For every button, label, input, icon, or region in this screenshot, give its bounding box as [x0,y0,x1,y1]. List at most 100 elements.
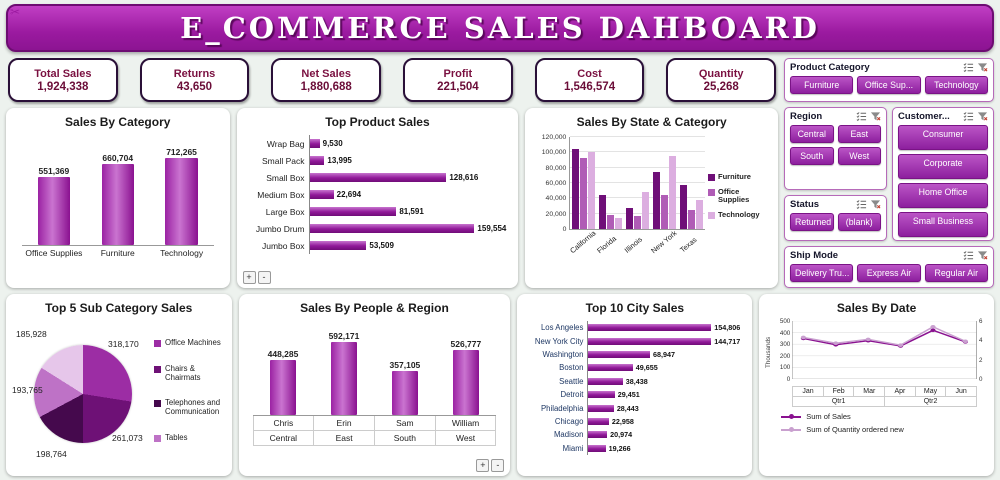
sales-by-date-card: Sales By Date Thousands 0 100 200 300 400 500 0… [759,294,994,476]
legend-label: Office Supplies [718,186,750,204]
slicer-button[interactable]: Regular Air [924,264,988,282]
category-label: Philadelphia [540,403,584,413]
multiselect-icon[interactable] [963,62,974,73]
clear-filter-icon[interactable] [870,199,881,210]
bar-group [572,148,596,229]
bar-value-label: 29,451 [617,390,640,400]
clear-filter-icon[interactable] [977,250,988,261]
multiselect-icon[interactable] [856,199,867,210]
bar [642,192,650,229]
x-axis-labels: California Florida Illinois New York Texas [568,228,705,259]
y-axis: 0 20,000 40,000 60,000 80,000 100,000 120,000 [531,134,569,233]
chart-title: Sales By Date [836,301,917,315]
bar-track: 20,974 [587,428,740,442]
sales-by-date-plot: Thousands 0 100 200 300 400 500 0 2 4 6 Jan Feb Mar Ap… [765,318,988,434]
plot-column: California Florida Illinois New York Texas [568,133,706,259]
bar-value-label: 712,265 [166,146,197,157]
bar-track: 13,995 [308,152,507,169]
legend-label: Chairs & Chairmats [165,363,201,382]
bar-row: Boston 49,655 [525,361,740,375]
pie-area: 318,170 261,073 198,764 193,765 185,928 [12,319,152,467]
category-label: Small Pack [261,155,305,166]
slicer-button[interactable]: Returned [790,213,834,231]
collapse-button[interactable]: - [491,459,505,472]
expand-button[interactable]: + [476,459,490,472]
bar [309,224,475,233]
multiselect-icon[interactable] [963,111,974,122]
top-product-sales-card: Top Product Sales Wrap Bag 9,530 Small Pac… [236,108,519,288]
bar [588,377,623,385]
bar [588,417,609,425]
bar [309,207,397,216]
slicer-button[interactable]: West [837,147,881,165]
bar-value-label: 22,694 [336,190,362,199]
clear-filter-icon[interactable] [870,111,881,122]
multiselect-icon[interactable] [963,250,974,261]
slicer-button[interactable]: Corporate [898,154,988,179]
slicer-button[interactable]: Office Sup... [857,76,921,94]
pie-value-label: 193,765 [12,385,43,395]
gridline [570,182,706,183]
legend-swatch [154,434,161,442]
y-axis-left: 0 100 200 300 400 500 [774,318,792,383]
pie-value-label: 318,170 [108,339,139,349]
slicer-button[interactable]: Technology [924,76,988,94]
kpi-value: 43,650 [176,80,213,93]
bar-track: 9,530 [308,135,507,152]
kpi-card: Cost 1,546,574 [534,58,645,102]
bar-value-label: 154,806 [714,323,741,333]
legend-swatch [708,188,716,196]
expand-button[interactable]: + [242,271,256,284]
charts-row: Sales By Category 551,369 660,704 712,265 … [6,108,779,288]
legend: Office Machines Chairs & Chairmats Telepho… [152,319,226,467]
slicer-button[interactable]: Home Office [898,183,988,208]
bar-row: Washington 68,947 [525,347,740,362]
bar-row: Medium Box 22,694 [245,186,507,203]
gridline [570,212,706,214]
sales-by-people-region-card: Sales By People & Region 448,285 592,171 3… [238,294,511,476]
slicer-button[interactable]: (blank) [837,213,881,231]
kpi-value: 1,880,688 [300,80,352,93]
kpi-label: Returns [173,67,216,80]
customer-segment-slicer: Customer... Consumer Corporate Home Office… [892,107,994,241]
sales-by-state-category-plot: 0 20,000 40,000 60,000 80,000 100,000 120,000 C… [531,133,772,259]
kpi-card: Quantity 25,268 [666,58,777,102]
bar [572,148,580,229]
bar [679,184,687,229]
chart-title: Top 5 Sub Category Sales [45,301,193,315]
slicer-button[interactable]: Delivery Tru... [790,264,854,282]
category-label: Washington [542,349,584,359]
category-label: Medium Box [257,189,305,200]
clear-filter-icon[interactable] [977,111,988,122]
bar-row: New York City 144,717 [525,334,740,348]
line-plot-row: Thousands 0 100 200 300 400 500 0 2 4 6 [765,318,988,383]
slicer-button[interactable]: Small Business [898,212,988,237]
bar-column: 551,369 [25,166,82,245]
slicer-button[interactable]: Consumer [898,125,988,150]
y-tick-label: 80,000 [545,164,567,172]
plot-area [792,321,977,383]
legend: Furniture Office Supplies Technology [705,133,772,259]
collapse-button[interactable]: - [257,271,271,284]
bar-value-label: 13,995 [327,156,352,165]
legend-item: Office Supplies [708,186,772,205]
sales-by-category-card: Sales By Category 551,369 660,704 712,265 … [6,108,230,288]
multiselect-icon[interactable] [856,111,867,122]
chart-title: Sales By Category [65,115,171,129]
clear-filter-icon[interactable] [977,62,988,73]
x-tick-label: East [314,431,375,446]
bar-value-label: 128,616 [449,173,479,182]
slicer-button[interactable]: Express Air [857,264,921,282]
y-tick-label: 500 [779,318,791,325]
bar-row: Miami 19,266 [525,441,740,455]
slicer-button[interactable]: East [837,125,881,143]
legend-swatch [781,427,802,432]
legend-marker [789,427,795,432]
bar-track: 81,591 [308,203,507,220]
slicer-button[interactable]: Furniture [790,76,854,94]
slicer-button[interactable]: South [790,147,834,165]
slicer-button[interactable]: Central [790,125,834,143]
bottom-charts-row: Top 5 Sub Category Sales 318,170 261,073 1… [6,294,994,476]
top5-subcategory-card: Top 5 Sub Category Sales 318,170 261,073 1… [6,294,232,476]
bar-track: 22,958 [587,414,740,429]
